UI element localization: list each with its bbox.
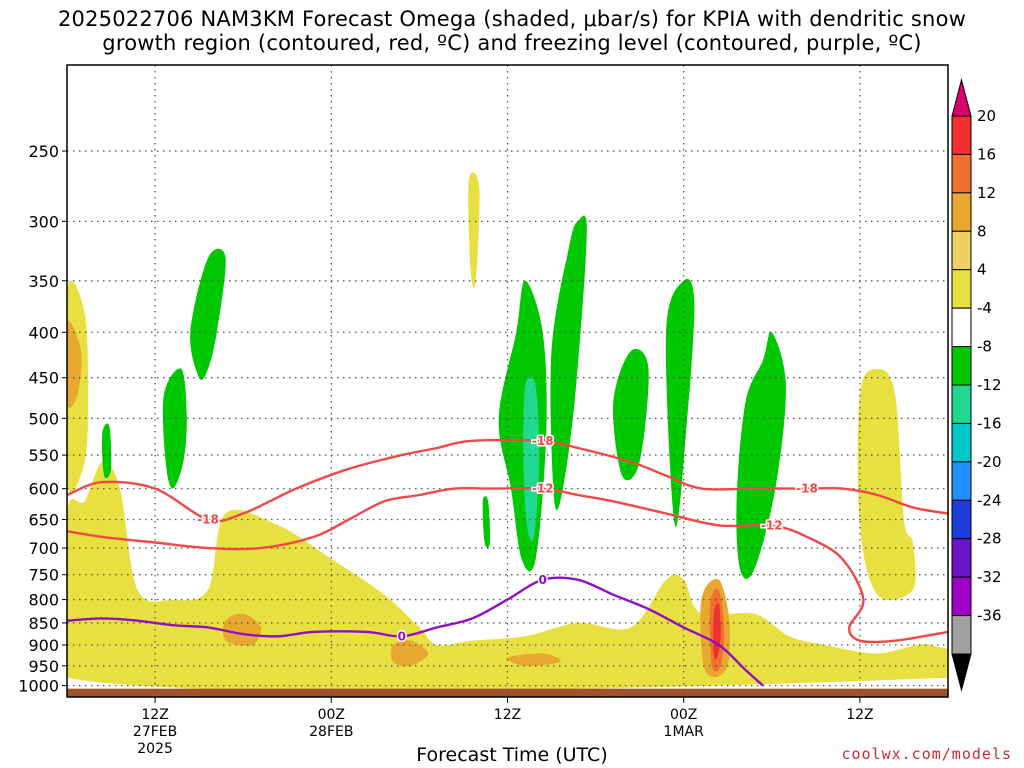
y-tick-label-400: 400 xyxy=(28,323,59,342)
colorbar-label-0: 20 xyxy=(977,107,996,125)
freezing-level-line-label-1: 0 xyxy=(539,573,547,587)
omega-region-5 xyxy=(222,613,262,646)
chart-title-line2: growth region (contoured, red, ºC) and f… xyxy=(102,31,922,55)
y-tick-label-500: 500 xyxy=(28,409,59,428)
omega-region-17 xyxy=(162,368,187,489)
isotherm-minus12-line xyxy=(67,486,948,644)
colorbar-label-8: -16 xyxy=(977,414,1002,432)
colorbar-label-1: 16 xyxy=(977,145,996,163)
colorbar-swatch-13 xyxy=(951,615,972,655)
plot-layer: -18 -18 -18 -12 -12 0 0 xyxy=(67,65,948,697)
omega-region-18 xyxy=(101,423,112,479)
omega-region-7 xyxy=(507,653,561,666)
isotherm-minus18-line-label-2: -18 xyxy=(796,482,818,496)
colorbar-bottom-arrow xyxy=(951,653,972,692)
y-tick-label-800: 800 xyxy=(28,591,59,610)
colorbar-swatch-3 xyxy=(951,230,972,271)
y-tick-label-1000: 1000 xyxy=(18,677,59,696)
colorbar-label-3: 8 xyxy=(977,222,987,240)
colorbar-swatch-11 xyxy=(951,538,972,578)
x-tick-label-51-0: 12Z xyxy=(846,707,873,723)
omega-region-15 xyxy=(736,331,786,579)
colorbar-swatch-9 xyxy=(951,461,972,501)
freezing-level-line-label-0: 0 xyxy=(398,629,406,643)
y-tick-label-850: 850 xyxy=(28,614,59,633)
isotherm-minus18-line-label-0: -18 xyxy=(197,512,219,526)
y-tick-label-600: 600 xyxy=(28,480,59,499)
omega-region-11 xyxy=(498,280,547,572)
colorbar-label-12: -32 xyxy=(977,568,1002,586)
freezing-level-line xyxy=(67,576,764,687)
omega-region-1 xyxy=(857,368,916,601)
credit-link[interactable]: coolwx.com/models xyxy=(841,745,1012,763)
omega-region-3 xyxy=(468,172,480,288)
omega-region-13 xyxy=(612,348,649,481)
colorbar-swatch-1 xyxy=(951,153,972,194)
y-tick-label-550: 550 xyxy=(28,446,59,465)
y-tick-label-900: 900 xyxy=(28,636,59,655)
colorbar-swatch-4 xyxy=(951,269,972,309)
x-tick-label-11-1: 27FEB xyxy=(133,724,177,740)
x-tick-label-41-0: 00Z xyxy=(670,707,697,723)
x-tick-label-41-1: 1MAR xyxy=(664,724,705,740)
colorbar-label-7: -12 xyxy=(977,376,1002,394)
isotherm-minus18-line-label-1: -18 xyxy=(532,434,554,448)
y-tick-label-250: 250 xyxy=(28,142,59,161)
chart-title-line1: 2025022706 NAM3KM Forecast Omega (shaded… xyxy=(57,7,966,31)
isotherm-minus18-line xyxy=(67,438,948,523)
omega-region-4 xyxy=(67,320,82,408)
colorbar-swatch-2 xyxy=(951,192,972,232)
colorbar-swatch-12 xyxy=(951,576,972,617)
colorbar-label-11: -28 xyxy=(977,530,1002,548)
omega-region-6 xyxy=(390,640,429,667)
colorbar-label-4: 4 xyxy=(977,261,987,279)
isotherm-minus12-line-label-1: -12 xyxy=(761,518,783,532)
omega-region-19 xyxy=(482,496,491,548)
colorbar-swatch-6 xyxy=(951,346,972,386)
x-tick-label-11-0: 12Z xyxy=(141,707,168,723)
x-tick-label-21-1: 28FEB xyxy=(309,724,353,740)
colorbar-label-6: -8 xyxy=(977,338,992,356)
y-tick-label-750: 750 xyxy=(28,566,59,585)
colorbar-swatch-10 xyxy=(951,499,972,540)
omega-region-14 xyxy=(665,278,695,528)
y-tick-label-300: 300 xyxy=(28,212,59,231)
colorbar-label-13: -36 xyxy=(977,607,1002,625)
y-tick-label-450: 450 xyxy=(28,369,59,388)
y-tick-label-350: 350 xyxy=(28,272,59,291)
colorbar-swatch-5 xyxy=(951,307,972,348)
y-tick-label-700: 700 xyxy=(28,539,59,558)
omega-region-12 xyxy=(550,215,587,511)
omega-region-16 xyxy=(190,248,226,380)
colorbar-label-2: 12 xyxy=(977,184,996,202)
colorbar-swatch-0 xyxy=(951,115,972,155)
colorbar-top-arrow xyxy=(951,78,972,117)
isotherm-minus12-line-label-0: -12 xyxy=(532,482,554,496)
x-axis-label: Forecast Time (UTC) xyxy=(416,744,608,766)
x-tick-label-21-0: 00Z xyxy=(318,707,345,723)
colorbar-swatch-8 xyxy=(951,422,972,463)
colorbar-label-10: -24 xyxy=(977,491,1002,509)
ground-fill xyxy=(67,688,948,697)
y-tick-label-650: 650 xyxy=(28,510,59,529)
y-tick-label-950: 950 xyxy=(28,657,59,676)
x-tick-label-11-2: 2025 xyxy=(137,741,173,757)
colorbar-label-9: -20 xyxy=(977,453,1002,471)
x-tick-label-31-0: 12Z xyxy=(494,707,521,723)
colorbar-label-5: -4 xyxy=(977,299,992,317)
colorbar-swatch-7 xyxy=(951,384,972,424)
